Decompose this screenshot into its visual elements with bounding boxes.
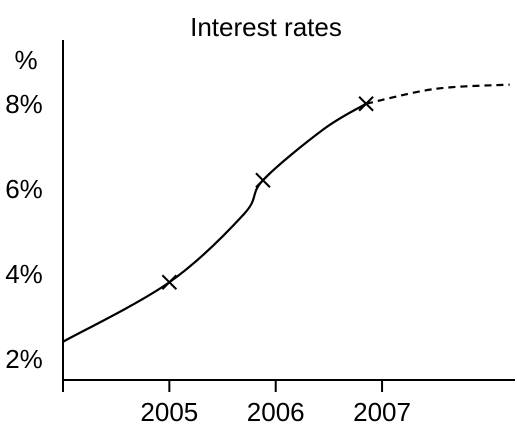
y-tick-label: 2% (5, 344, 43, 374)
x-marker (255, 172, 271, 188)
tick-labels: 2005 2006 2007 2% 4% 6% 8% (5, 89, 411, 426)
rate-line (62, 102, 367, 343)
y-tick-label: 6% (5, 174, 43, 204)
x-tick-label: 2006 (247, 397, 305, 426)
x-marker-stroke (358, 96, 374, 112)
chart-title: Interest rates (190, 12, 342, 42)
x-marker-stroke (161, 274, 178, 290)
y-tick-label: 4% (5, 259, 43, 289)
axes (62, 40, 515, 392)
x-marker (161, 274, 178, 290)
x-tick-label: 2007 (353, 397, 411, 426)
y-axis-label: % (14, 45, 37, 75)
y-tick-label: 8% (5, 89, 43, 119)
data-markers (161, 96, 374, 290)
x-tick-label: 2005 (140, 397, 198, 426)
forecast-line (365, 83, 510, 105)
x-marker-stroke (255, 172, 271, 188)
series-lines (62, 83, 510, 343)
x-marker (358, 96, 374, 112)
